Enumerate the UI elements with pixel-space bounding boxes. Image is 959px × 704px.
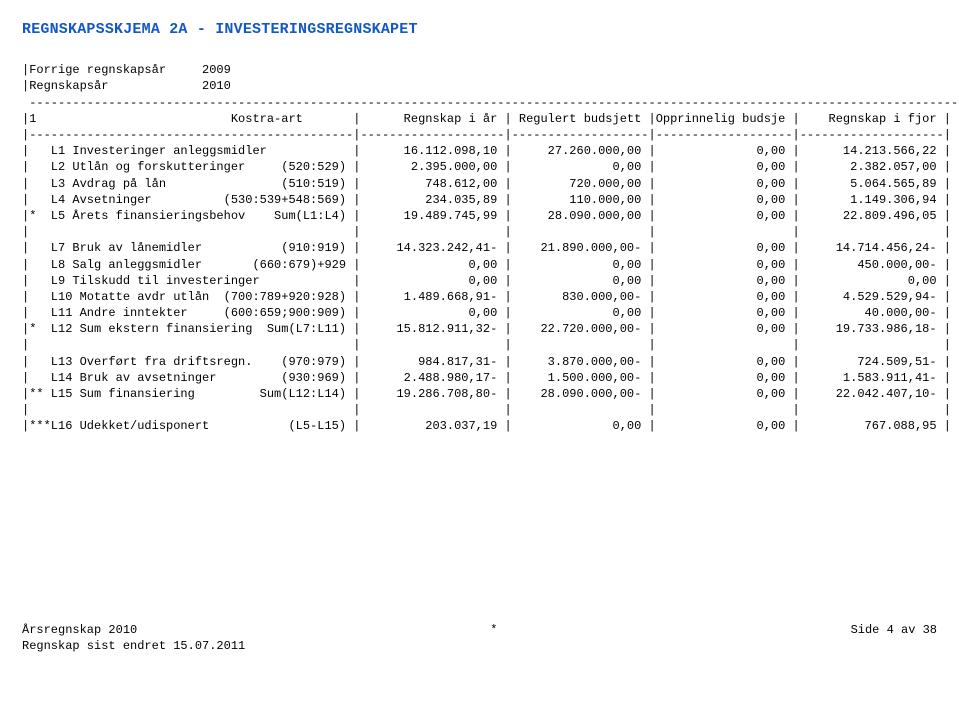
footer-right: Side 4 av 38	[851, 622, 937, 638]
footer-line2: Regnskap sist endret 15.07.2011	[22, 638, 937, 654]
page-footer: Årsregnskap 2010 * Side 4 av 38 Regnskap…	[22, 622, 937, 654]
footer-center: *	[490, 622, 497, 638]
page-title: REGNSKAPSSKJEMA 2A - INVESTERINGSREGNSKA…	[22, 20, 959, 40]
report-body: |Forrige regnskapsår 2009 |Regnskapsår 2…	[22, 62, 959, 434]
footer-left: Årsregnskap 2010	[22, 622, 137, 638]
